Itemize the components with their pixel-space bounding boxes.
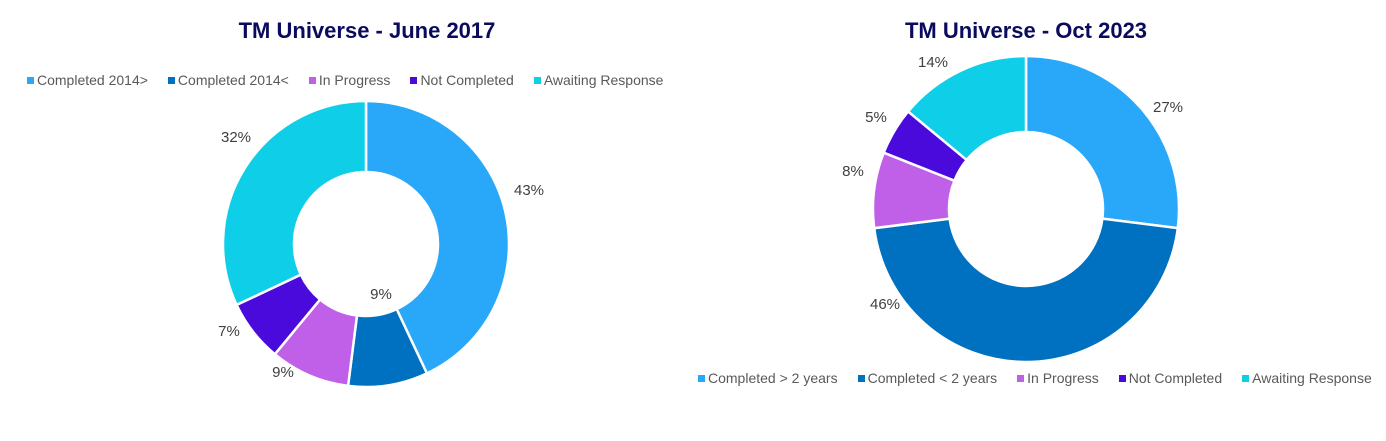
chart-title-left: TM Universe - June 2017 — [238, 18, 496, 43]
donut-slice — [906, 54, 1028, 162]
legend-swatch — [1242, 374, 1250, 382]
legend-swatch — [857, 374, 865, 382]
data-label: 27% — [1153, 99, 1183, 116]
data-label: 14% — [918, 54, 948, 71]
legend-swatch — [308, 76, 316, 84]
legend-item: Awaiting Response — [1242, 370, 1372, 386]
legend-item: Not Completed — [410, 72, 514, 88]
data-label: 9% — [370, 286, 392, 303]
data-label: 32% — [221, 129, 251, 146]
data-label: 8% — [842, 163, 864, 180]
legend-swatch — [27, 76, 34, 84]
legend-left: Completed 2014> Completed 2014< In Progr… — [27, 72, 683, 88]
donut-slice — [221, 99, 368, 307]
legend-item: Completed < 2 years — [857, 370, 997, 386]
legend-swatch — [1118, 374, 1126, 382]
legend-item: Not Completed — [1118, 370, 1222, 386]
legend-swatch — [410, 76, 418, 84]
legend-right: Completed > 2 years Completed < 2 years … — [698, 370, 1386, 386]
data-label: 46% — [870, 296, 900, 313]
chart-title-right: TM Universe - Oct 2023 — [904, 18, 1148, 43]
data-label: 5% — [865, 109, 887, 126]
legend-item: Completed 2014> — [27, 72, 148, 88]
legend-swatch — [698, 374, 705, 382]
legend-swatch — [1017, 374, 1025, 382]
donut-slice — [364, 99, 511, 376]
data-label: 43% — [514, 182, 544, 199]
legend-item: In Progress — [1017, 370, 1099, 386]
legend-swatch — [167, 76, 175, 84]
data-label: 7% — [218, 323, 240, 340]
legend-item: In Progress — [308, 72, 390, 88]
legend-swatch — [533, 76, 541, 84]
legend-item: Awaiting Response — [533, 72, 663, 88]
legend-item: Completed 2014< — [167, 72, 289, 88]
donut-slice — [872, 217, 1180, 364]
legend-item: Completed > 2 years — [698, 370, 838, 386]
donut-slice — [1024, 54, 1181, 230]
data-label: 9% — [272, 364, 294, 381]
